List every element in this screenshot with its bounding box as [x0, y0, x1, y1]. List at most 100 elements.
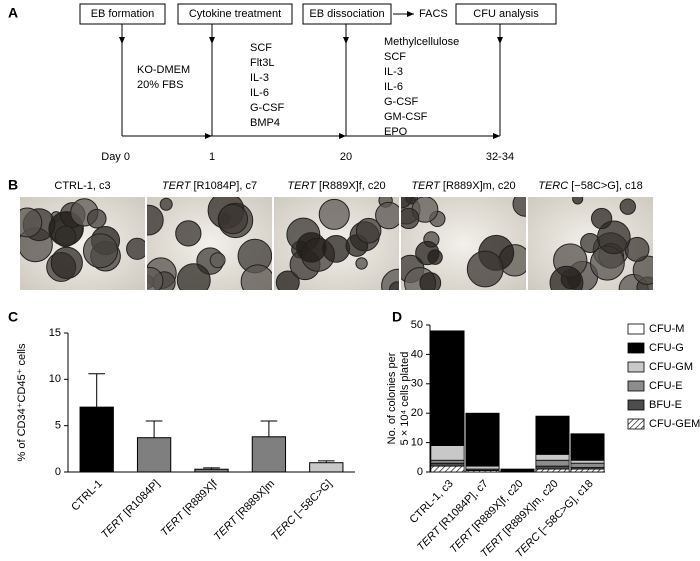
bar-segment — [535, 453, 570, 461]
bar-segment — [535, 459, 570, 467]
medium-item: EPO — [384, 126, 408, 138]
medium-item: SCF — [250, 42, 272, 54]
bar — [79, 406, 114, 473]
embryoid-body — [375, 201, 399, 230]
legend-label: CFU-GEMM — [649, 418, 700, 430]
embryoid-body — [54, 225, 77, 248]
embryoid-body — [322, 234, 351, 263]
bar-segment — [570, 433, 605, 461]
embryoid-body — [50, 246, 83, 279]
bar-segment — [430, 459, 465, 464]
photo-title-part: TERC — [538, 180, 568, 192]
photo-title-part: TERT — [411, 180, 441, 192]
legend-swatch — [627, 399, 645, 411]
medium-item: IL-6 — [250, 87, 269, 99]
legend-label: CFU-GM — [649, 361, 693, 373]
embryoid-body — [275, 270, 300, 290]
bar-segment — [500, 468, 535, 473]
photo-title: TERT [R889X]f, c20 — [287, 180, 385, 192]
legend-label: CFU-E — [649, 380, 683, 392]
x-tick-label-part: [R889X]m — [232, 478, 277, 523]
embryoid-body — [466, 250, 504, 288]
y-tick-label: 20 — [411, 407, 423, 419]
embryoid-body — [147, 204, 164, 236]
y-tick-label: 0 — [55, 466, 61, 478]
day-label: 32-34 — [486, 151, 514, 163]
embryoid-body — [619, 198, 637, 215]
legend-swatch — [627, 342, 645, 354]
bar-segment — [430, 330, 465, 446]
y-tick-label: 15 — [49, 327, 61, 339]
medium-item: KO-DMEM — [137, 64, 190, 76]
embryoid-body — [147, 266, 164, 290]
y-axis-label: % of CD34⁺CD45⁺ cells — [16, 343, 28, 461]
x-tick-label: CTRL-1 — [69, 478, 105, 514]
photo-content — [275, 197, 399, 290]
panel-label: B — [8, 177, 18, 193]
embryoid-body — [217, 204, 249, 235]
embryoid-body — [240, 264, 272, 290]
photo-title: TERT [R1084P], c7 — [162, 180, 257, 192]
x-tick-label-part: [R1084P] — [119, 478, 162, 521]
step-box — [177, 3, 293, 25]
photo-title: TERC [−58C>G], c18 — [538, 180, 643, 192]
bar-segment — [465, 465, 500, 470]
day-label: 20 — [340, 151, 352, 163]
photo-content — [20, 198, 145, 282]
step-label: EB formation — [91, 8, 155, 20]
x-tick-label: TERT [R889X]f — [159, 477, 221, 539]
embryoid-body — [389, 281, 399, 290]
embryoid-body — [427, 249, 443, 265]
bar-segment — [570, 459, 605, 464]
photo-title: CTRL-1, c3 — [54, 180, 110, 192]
embryoid-body — [355, 217, 382, 244]
x-tick-label: TERT [R889X]m — [212, 478, 277, 543]
y-axis-label: 5 × 10⁴ cells plated — [399, 352, 411, 446]
embryoid-body — [209, 252, 226, 269]
panel-label: C — [8, 309, 18, 325]
step-label: EB dissociation — [309, 8, 384, 20]
bar-segment — [570, 468, 605, 473]
y-axis-label: No. of colonies per — [386, 352, 398, 444]
embryoid-body — [176, 263, 211, 290]
y-tick-label: 10 — [411, 437, 423, 449]
embryoid-body — [355, 257, 368, 270]
medium-item: G-CSF — [250, 102, 285, 114]
embryoid-body — [419, 272, 442, 290]
bar — [309, 462, 344, 473]
x-tick-label: TERT [R1084P] — [99, 478, 162, 541]
embryoid-body — [159, 197, 173, 211]
bar-segment — [430, 445, 465, 461]
step-label: CFU analysis — [473, 8, 539, 20]
day-label: Day 0 — [101, 151, 130, 163]
step-label: FACS — [419, 8, 448, 20]
x-tick-label: TERC [−58C>G] — [269, 478, 335, 544]
photo-title: TERT [R889X]m, c20 — [411, 180, 515, 192]
y-tick-label: 0 — [417, 466, 423, 478]
step-box — [455, 3, 557, 25]
bar-segment — [535, 415, 570, 455]
photo-title-part: [R889X]m, c20 — [440, 180, 516, 192]
bar — [251, 436, 287, 473]
step-box — [302, 3, 392, 25]
bar-segment — [535, 465, 570, 470]
embryoid-body — [590, 207, 613, 230]
medium-item: Methylcellulose — [384, 36, 459, 48]
legend-swatch — [627, 418, 645, 430]
y-tick-label: 30 — [411, 378, 423, 390]
x-tick-label-part: [R889X]f — [179, 477, 221, 519]
bar-segment — [570, 462, 605, 468]
photo-title-part: [−58C>G], c18 — [568, 180, 643, 192]
photo-title-part: TERT — [162, 180, 192, 192]
photo-title-part: [R1084P], c7 — [190, 180, 257, 192]
panel-label: D — [392, 309, 402, 325]
medium-item: IL-3 — [384, 66, 403, 78]
medium-item: BMP4 — [250, 117, 280, 129]
medium-item: Flt3L — [250, 57, 274, 69]
embryoid-body — [86, 208, 107, 229]
legend-swatch — [627, 323, 645, 335]
embryoid-body — [572, 197, 584, 205]
legend-swatch — [627, 361, 645, 373]
embryoid-body — [512, 197, 526, 217]
